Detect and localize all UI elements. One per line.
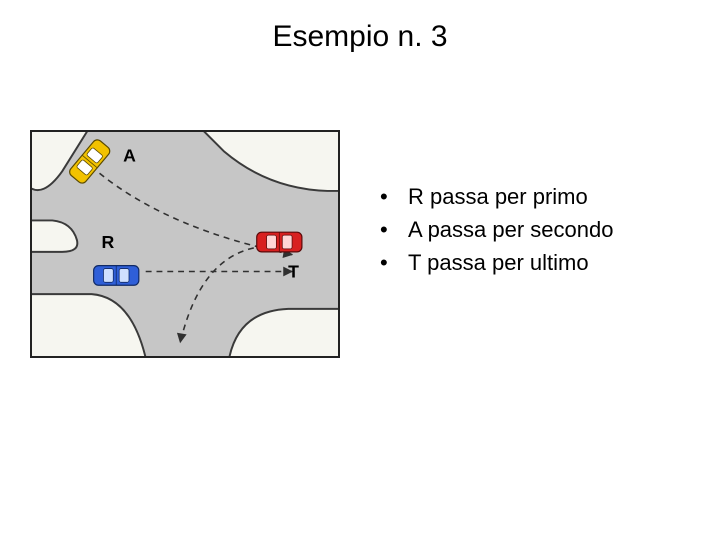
- list-item: • A passa per secondo: [380, 213, 613, 246]
- vehicle-T: [257, 232, 302, 252]
- diagram-svg: A R T: [32, 132, 338, 356]
- vehicle-label-R: R: [101, 232, 114, 252]
- list-item: • R passa per primo: [380, 180, 613, 213]
- bullet-dot-icon: •: [380, 246, 398, 279]
- vehicle-R: [94, 266, 139, 286]
- list-item: • T passa per ultimo: [380, 246, 613, 279]
- bullet-text: T passa per ultimo: [408, 246, 589, 279]
- intersection-diagram: A R T: [30, 130, 340, 358]
- vehicle-label-A: A: [123, 145, 136, 165]
- bullet-dot-icon: •: [380, 180, 398, 213]
- bullet-text: A passa per secondo: [408, 213, 613, 246]
- bullet-list: • R passa per primo • A passa per second…: [380, 180, 613, 279]
- page-title: Esempio n. 3: [0, 20, 720, 54]
- vehicle-label-T: T: [288, 261, 299, 281]
- bullet-text: R passa per primo: [408, 180, 588, 213]
- bullet-dot-icon: •: [380, 213, 398, 246]
